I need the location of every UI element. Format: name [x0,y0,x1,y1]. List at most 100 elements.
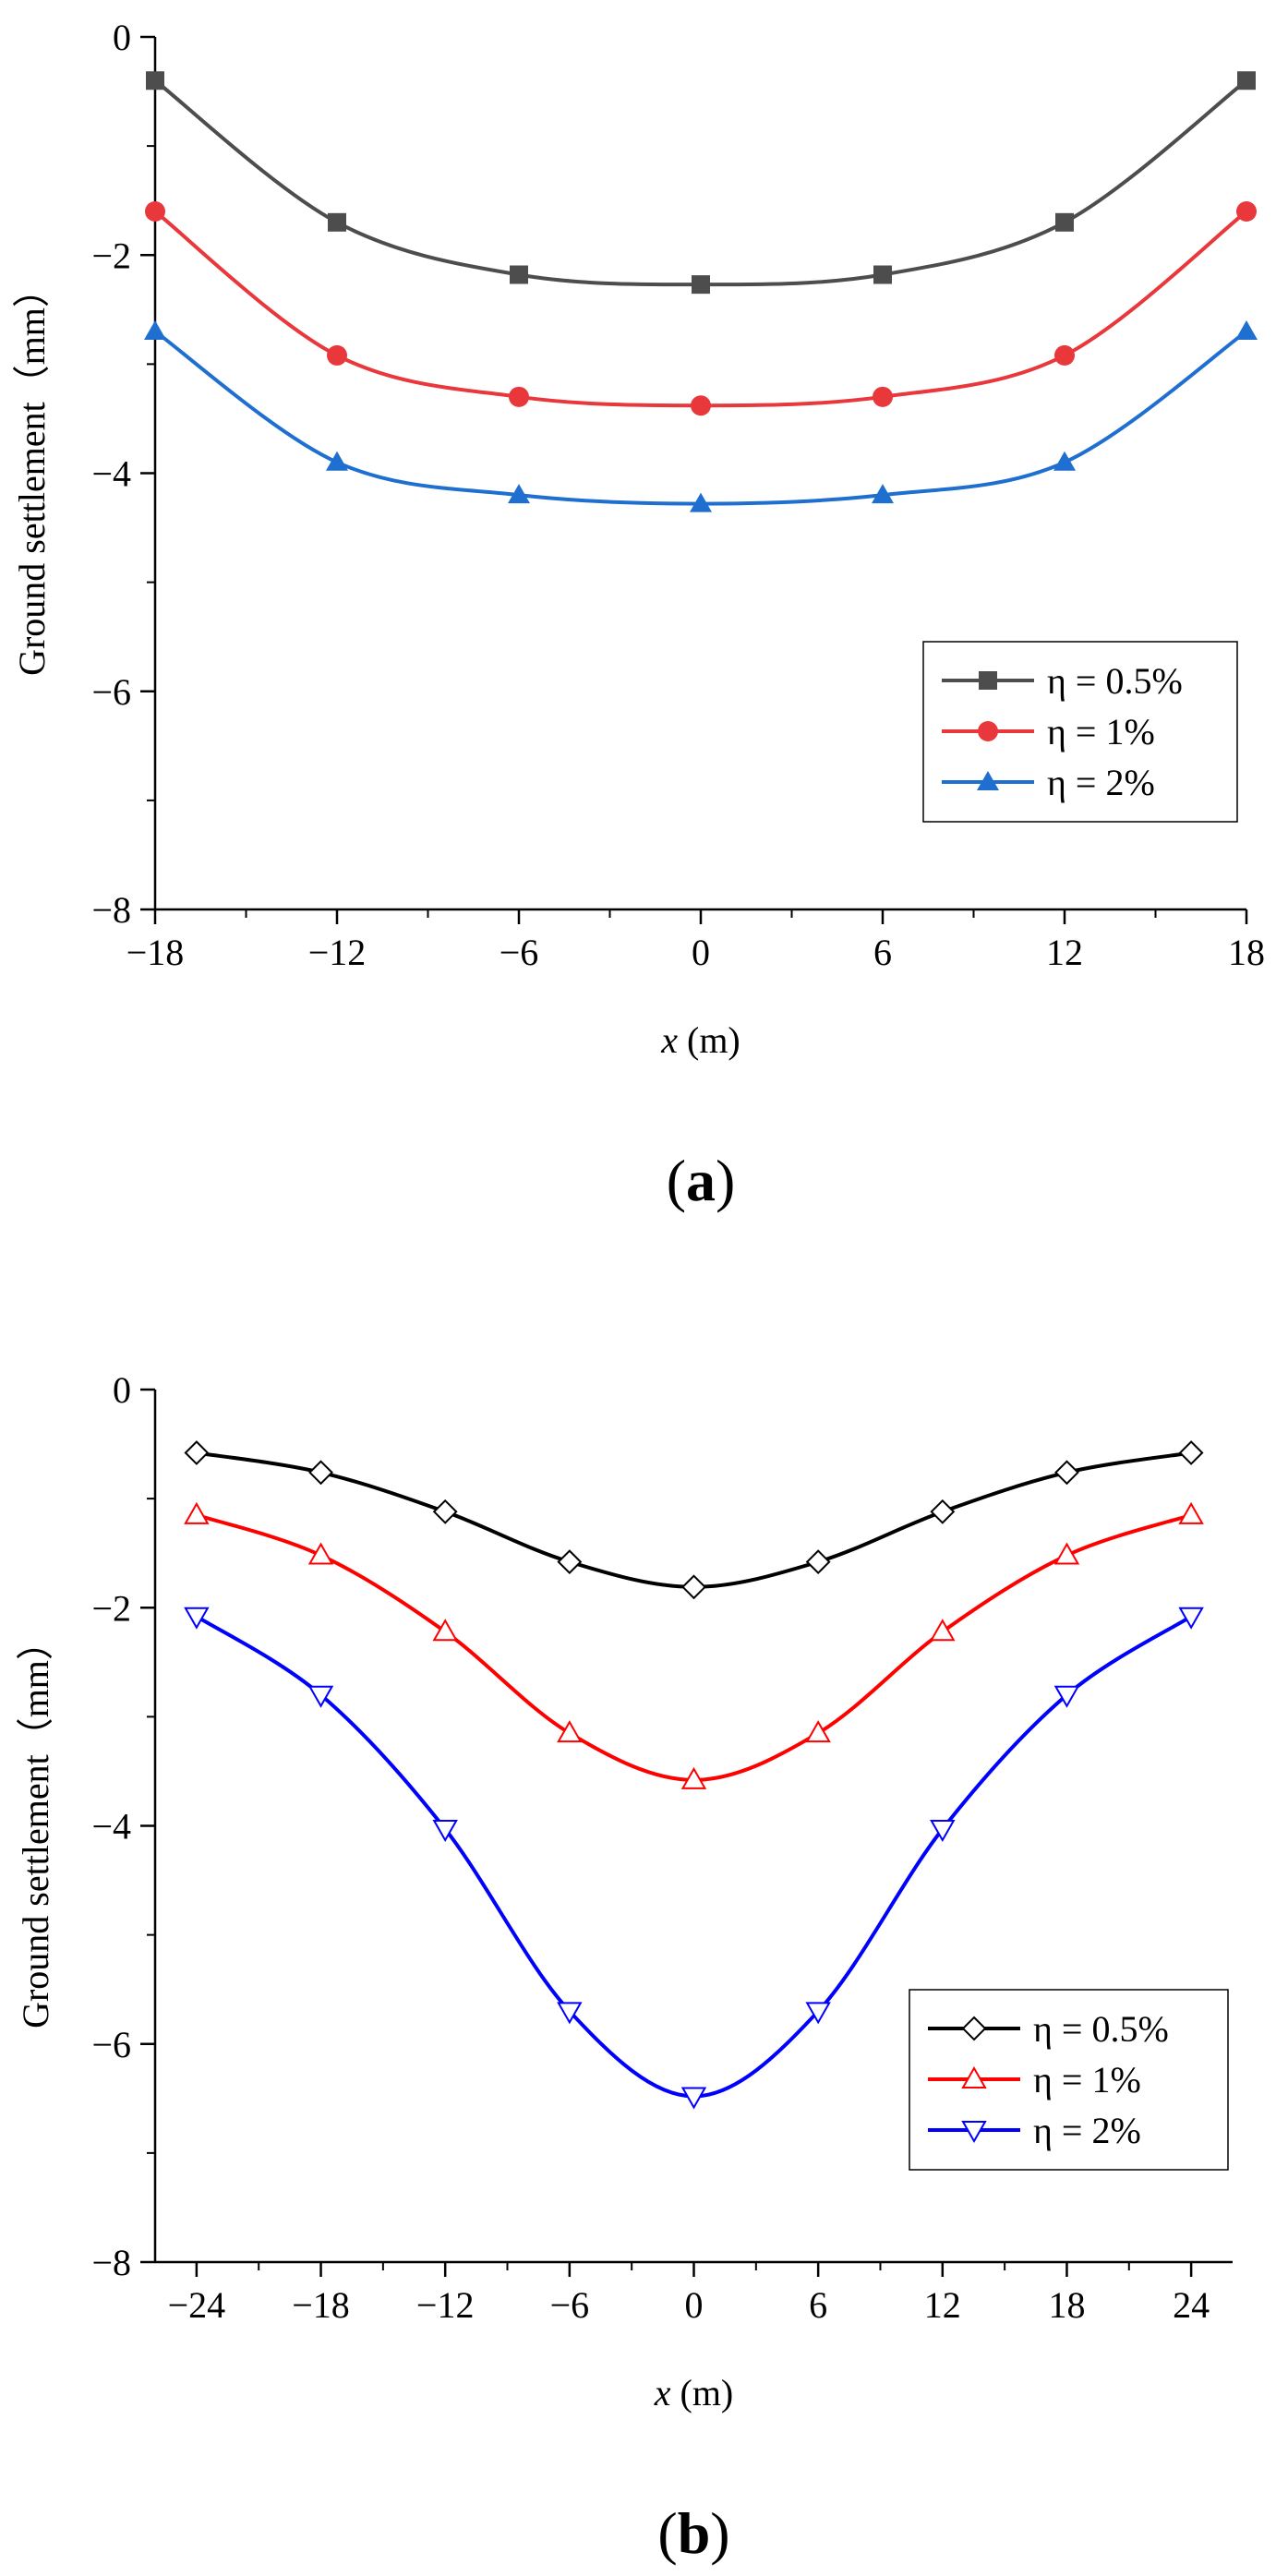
data-point [873,265,892,284]
series-line [153,210,1248,408]
legend-marker [961,2016,987,2041]
y-tick-label: −4 [91,1806,131,1848]
x-axis-label-variable: x [660,1019,678,1061]
data-point [1235,319,1258,340]
data-point [680,2087,707,2110]
data-point [1178,1607,1204,1630]
panel-label-letter: a [686,1148,716,1213]
legend-label: η = 0.5% [1047,660,1183,702]
series-3 [144,319,1258,512]
x-tick-label: 6 [809,2284,827,2326]
y-tick-label: −6 [91,2024,131,2065]
data-point [805,1720,831,1743]
data-point [326,451,348,471]
series-1 [184,1440,1204,1600]
data-point [327,344,347,366]
legend-marker [961,2121,987,2144]
panel-label-open: ( [657,2500,677,2566]
legend-marker [978,721,998,741]
legend-label: η = 1% [1033,2059,1141,2101]
panel-label: (a) [667,1148,736,1213]
data-point [146,71,164,90]
x-axis-label-unit: (m) [678,1019,740,1061]
data-point [508,484,530,504]
series-3 [184,1607,1204,2110]
panel-label-close: ) [710,2500,729,2566]
y-tick-label: −8 [91,2242,131,2283]
data-point [1055,212,1074,232]
data-point [184,1607,210,1630]
data-point [1053,451,1076,471]
legend-label: η = 2% [1033,2110,1141,2151]
series-line [196,1512,1192,1782]
series-line [153,330,1248,506]
series-line [153,78,1248,287]
data-point [692,275,710,295]
chart-b: −24 −18 −12 −6 0 6 12 18 24 0 −2 −4 −6 −8 x (m) Ground … [15,1369,1233,2566]
data-point [1053,1685,1080,1708]
panel-label: (b) [657,2500,729,2566]
data-point [557,1549,583,1575]
chart-a: −18 −12 −6 0 6 12 18 0 −2 −4 −6 −8 x (m) Ground settl… [11,17,1265,1213]
legend-label: η = 0.5% [1033,2008,1169,2050]
data-point [308,1460,333,1486]
legend-label: η = 2% [1047,762,1155,803]
legend-marker [979,671,997,690]
data-point [144,319,166,340]
data-point [1178,1501,1204,1524]
data-point [432,1499,458,1524]
legend-marker [977,771,999,790]
data-point [873,386,893,407]
data-point [805,2002,831,2025]
x-tick-label: −24 [168,2284,226,2326]
x-tick-label: −12 [308,932,367,973]
y-tick-label: −2 [91,1587,131,1629]
data-point [930,1499,956,1524]
y-tick-label: −4 [91,453,131,495]
data-point [307,1685,334,1708]
data-point [690,492,712,512]
data-point [184,1440,210,1465]
x-tick-label: −6 [500,932,539,973]
x-tick-label: 0 [685,2284,704,2326]
y-axis-label: Ground settlement（mm） [15,1623,56,2028]
legend: η = 0.5% η = 1% η = 2% [922,641,1238,823]
data-point [145,201,165,222]
data-point [510,265,528,284]
data-point [1054,1460,1079,1486]
y-tick-label: 0 [113,17,131,58]
data-point [1236,201,1257,222]
data-point [805,1549,831,1575]
y-axis-label: Ground settlement（mm） [11,271,53,676]
data-point [557,2002,583,2025]
x-tick-label: 12 [924,2284,961,2326]
x-axis-label: x (m) [654,2372,734,2413]
data-point [1054,344,1075,366]
y-tick-label: 0 [113,1369,131,1411]
series-2 [145,201,1257,416]
panel-label-close: ) [716,1148,735,1213]
data-point [1053,1542,1080,1565]
legend: η = 0.5% η = 1% η = 2% [909,1989,1229,2171]
x-tick-label: −6 [550,2284,590,2326]
x-tick-label: −12 [416,2284,475,2326]
x-tick-label: 18 [1228,932,1265,973]
y-tick-label: −2 [91,235,131,276]
x-axis-label-variable: x [654,2372,671,2413]
legend-marker [961,2065,987,2088]
x-tick-label: −18 [126,932,185,973]
data-point [930,1619,956,1642]
x-axis-label-unit: (m) [671,2372,734,2413]
x-tick-label: 12 [1046,932,1083,973]
data-point [432,1619,458,1642]
x-tick-label: 24 [1173,2284,1210,2326]
data-point [872,484,894,504]
data-point [1237,71,1256,90]
data-point [307,1542,334,1565]
data-point [1178,1440,1204,1465]
series-2 [184,1501,1204,1789]
data-point [184,1501,210,1524]
data-point [691,395,711,416]
x-tick-label: 0 [692,932,710,973]
